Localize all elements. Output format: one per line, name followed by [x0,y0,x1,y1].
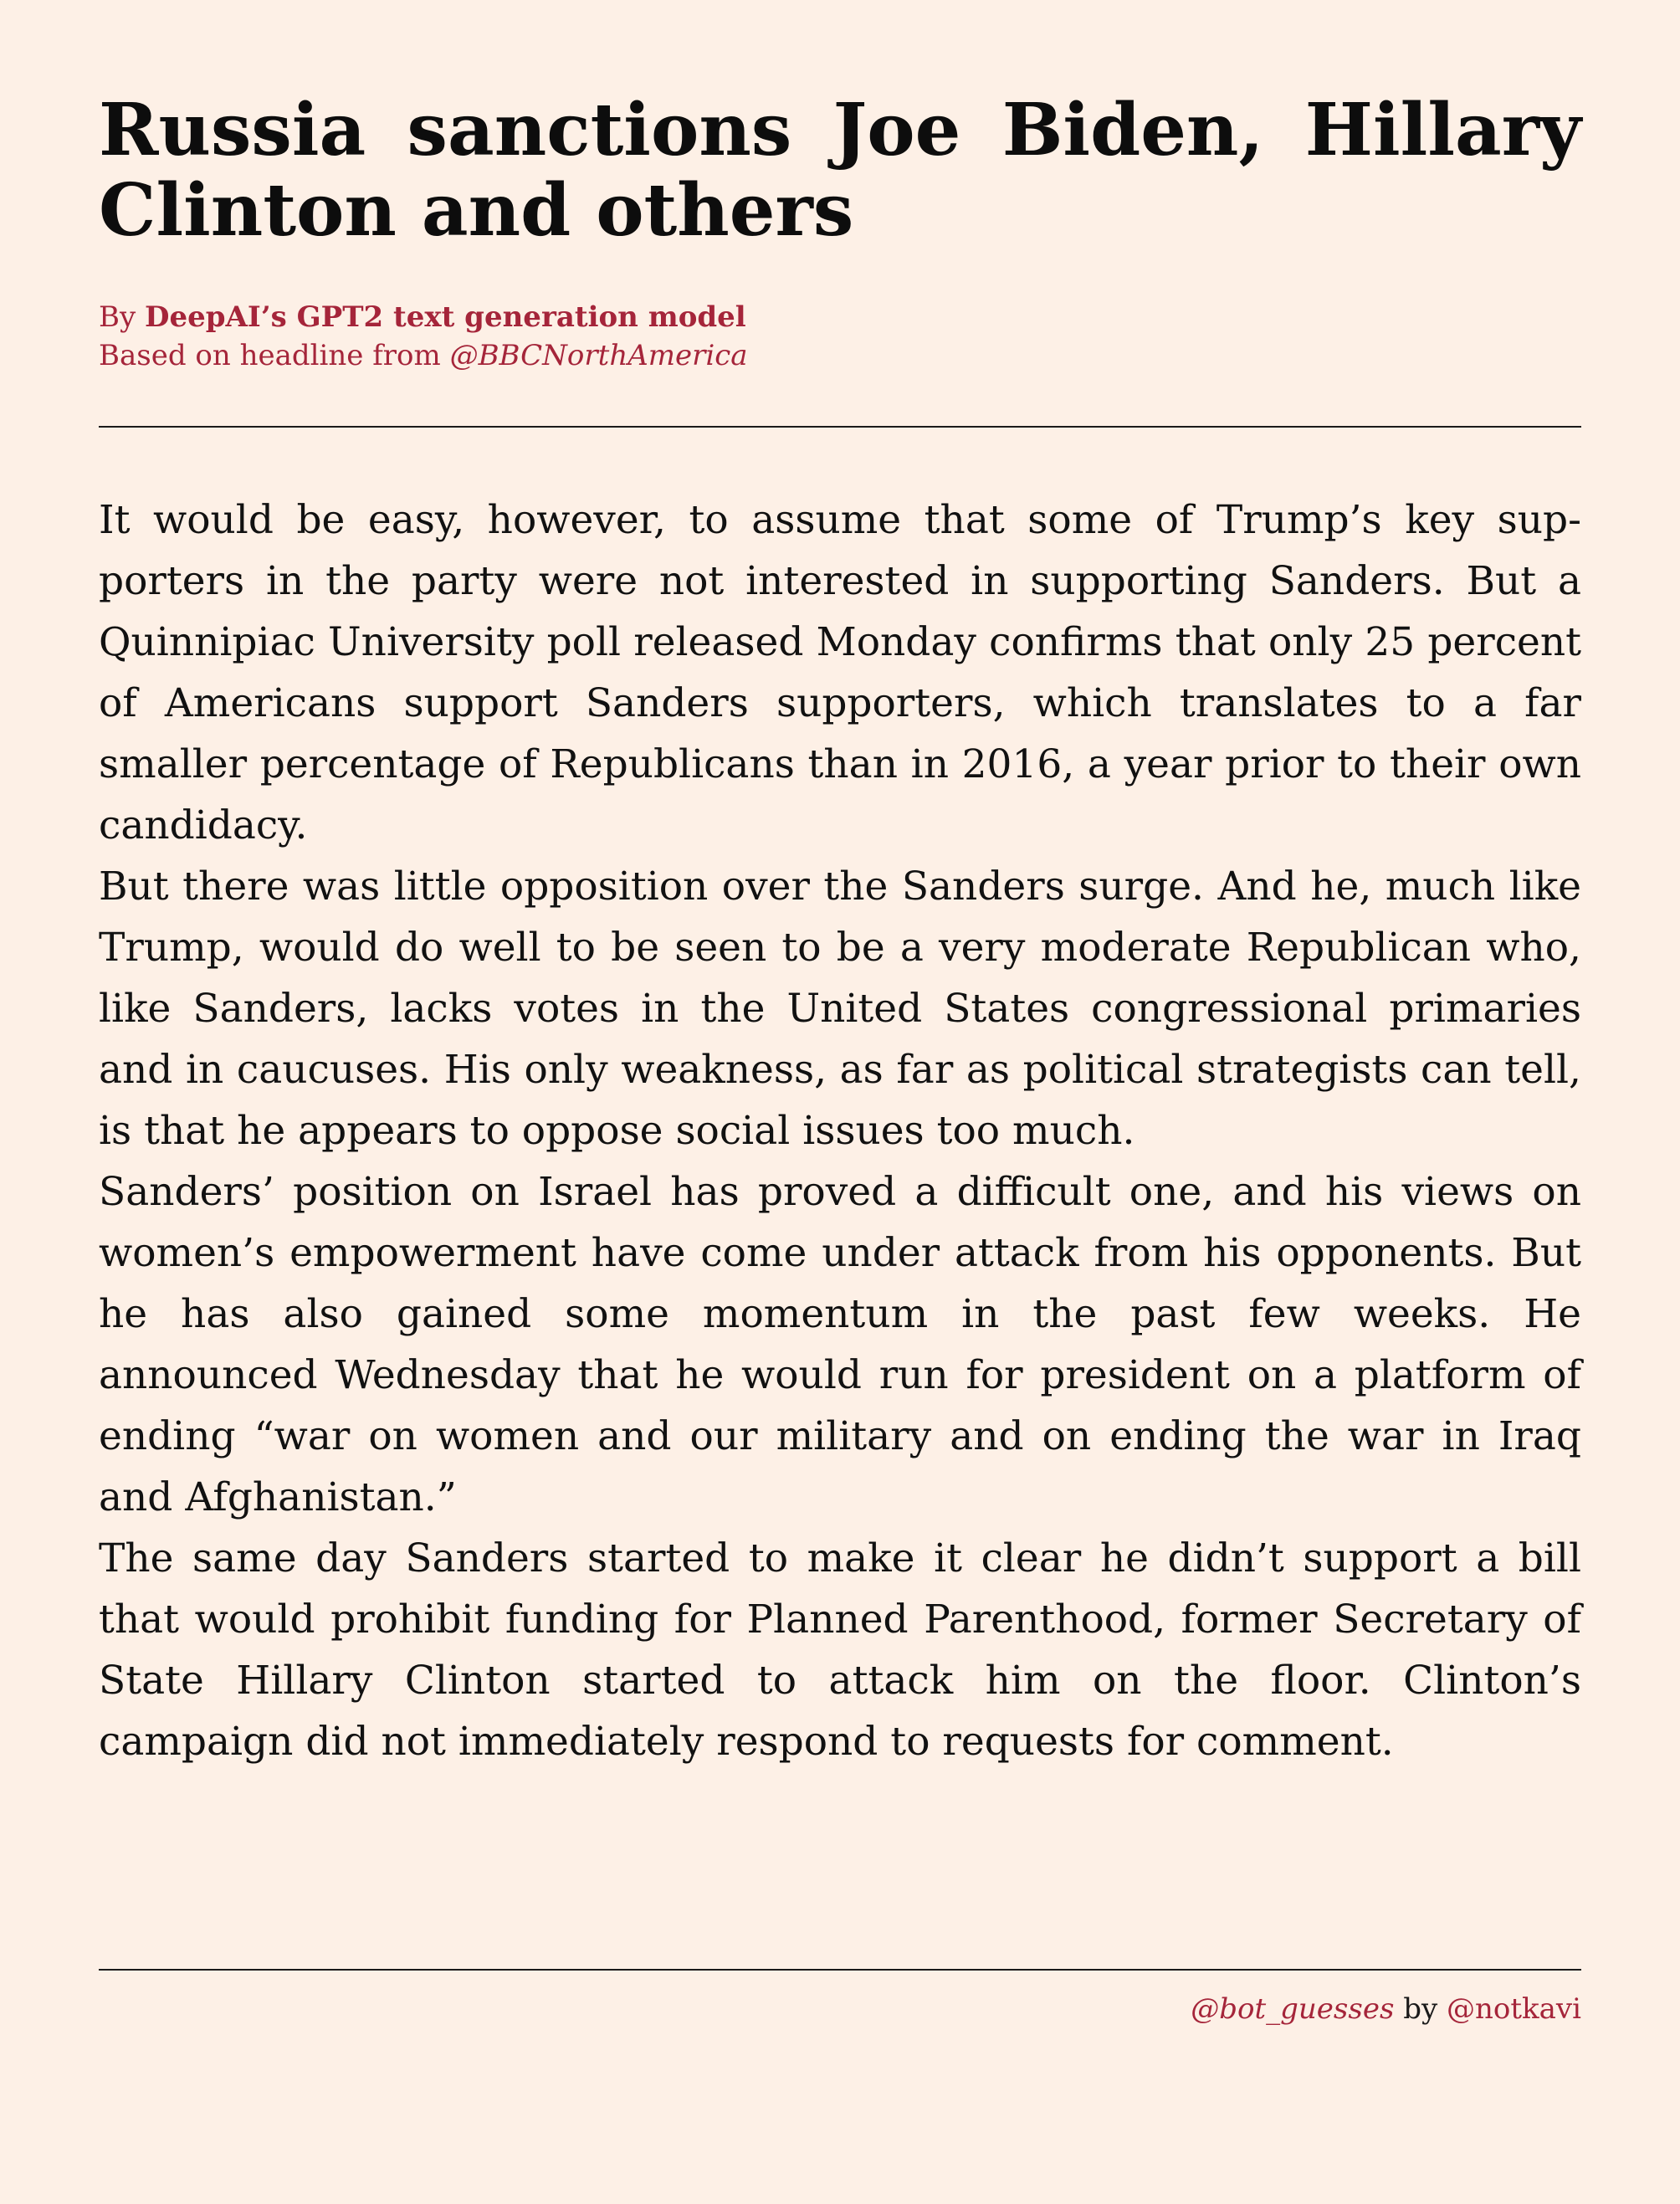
byline-author-line: By DeepAI’s GPT2 text generation model [99,298,748,336]
bot-handle: @bot_guesses [1191,1992,1395,2026]
article-body: It would be easy, however, to assume tha… [99,489,1581,1772]
footer-credit: @bot_guesses by @notkavi [1191,1990,1581,2028]
paragraph-2: But there was little opposition over the… [99,864,1581,1154]
byline-author: DeepAI’s GPT2 text generation model [145,300,746,334]
byline-source-handle: @BBCNorthAmerica [449,339,748,372]
paragraph-4: The same day Sanders started to make it … [99,1535,1581,1765]
top-divider [99,426,1581,428]
byline-prefix: By [99,300,146,334]
creator-handle: @notkavi [1447,1992,1581,2026]
byline: By DeepAI’s GPT2 text generation model B… [99,298,748,375]
paragraph-3: Sanders’ position on Israel has proved a… [99,1169,1581,1520]
bottom-divider [99,1969,1581,1971]
byline-source-line: Based on headline from @BBCNorthAmerica [99,336,748,375]
footer-by: by [1394,1992,1447,2026]
paragraph-1: It would be easy, however, to assume tha… [99,497,1581,848]
headline: Russia sanctions Joe Biden, Hillary Clin… [99,88,1581,253]
byline-based-on: Based on headline from [99,339,450,372]
